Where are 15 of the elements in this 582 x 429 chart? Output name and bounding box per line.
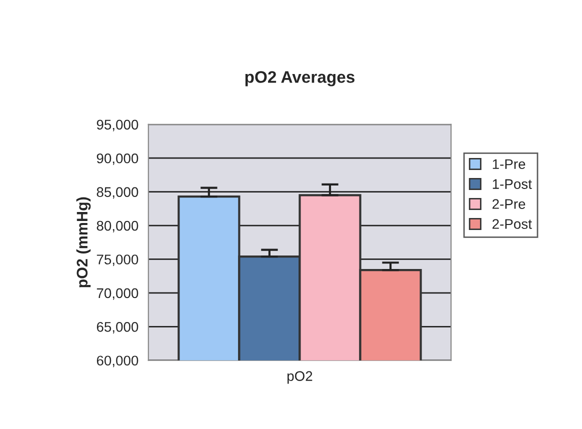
legend-label: 1-Pre bbox=[492, 159, 526, 170]
y-tick-label: 95,000 bbox=[96, 120, 138, 132]
y-tick-label: 80,000 bbox=[96, 220, 138, 232]
y-tick-label: 70,000 bbox=[96, 288, 138, 300]
chart-title: pO2 Averages bbox=[245, 71, 354, 86]
legend-label: 2-Pre bbox=[492, 199, 526, 209]
y-tick-label: 75,000 bbox=[96, 254, 138, 266]
legend-label: 2-Post bbox=[492, 219, 532, 229]
y-tick-label: 60,000 bbox=[96, 356, 138, 368]
y-tick-label: 85,000 bbox=[96, 187, 138, 199]
legend-label: 1-Post bbox=[492, 179, 532, 189]
y-tick-label: 90,000 bbox=[96, 153, 138, 165]
y-axis-title: pO2 (mmHg) bbox=[76, 197, 91, 288]
y-tick-label: 65,000 bbox=[96, 322, 138, 334]
x-axis-title: pO2 bbox=[288, 371, 312, 384]
